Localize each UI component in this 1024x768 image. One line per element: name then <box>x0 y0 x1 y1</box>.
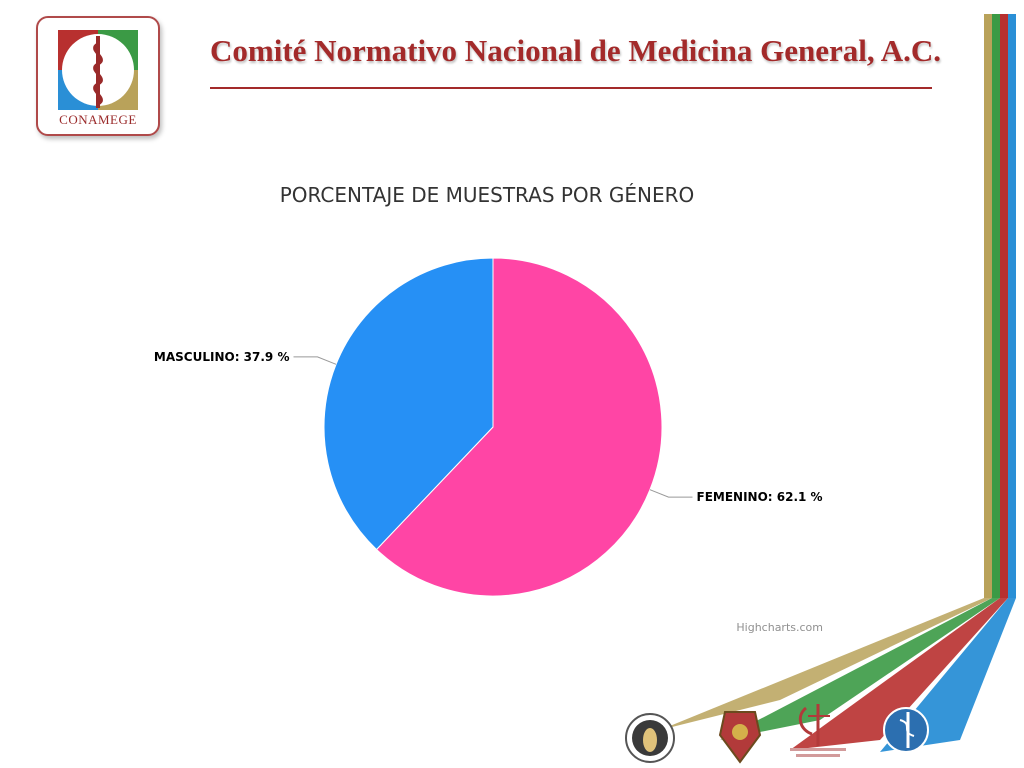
crest-seal-icon <box>718 711 762 764</box>
chart-title: PORCENTAJE DE MUESTRAS POR GÉNERO <box>280 183 695 207</box>
logo-emblem-icon <box>58 30 138 110</box>
pie-slice-masculino[interactable] <box>323 257 494 551</box>
pie-slices <box>323 257 663 597</box>
pie-labels: FEMENINO: 62.1 % MASCULINO: 37.9 % <box>154 350 823 504</box>
page-title: Comité Normativo Nacional de Medicina Ge… <box>210 33 941 68</box>
data-label-masculino: MASCULINO: 37.9 % <box>154 350 290 364</box>
label-connector-masculino <box>293 356 337 365</box>
chart-credits[interactable]: Highcharts.com <box>736 621 823 634</box>
pie-slice-femenino[interactable] <box>375 257 663 597</box>
consejo-certificacion-seal-icon <box>790 704 846 757</box>
label-connector-femenino <box>649 489 693 498</box>
academia-seal-icon <box>625 713 675 763</box>
conamege-logo: CONAMEGE <box>36 16 160 136</box>
blue-1967-seal-icon <box>883 707 929 753</box>
logo-text: CONAMEGE <box>59 112 137 127</box>
title-divider <box>210 87 932 89</box>
data-label-femenino: FEMENINO: 62.1 % <box>697 490 823 504</box>
